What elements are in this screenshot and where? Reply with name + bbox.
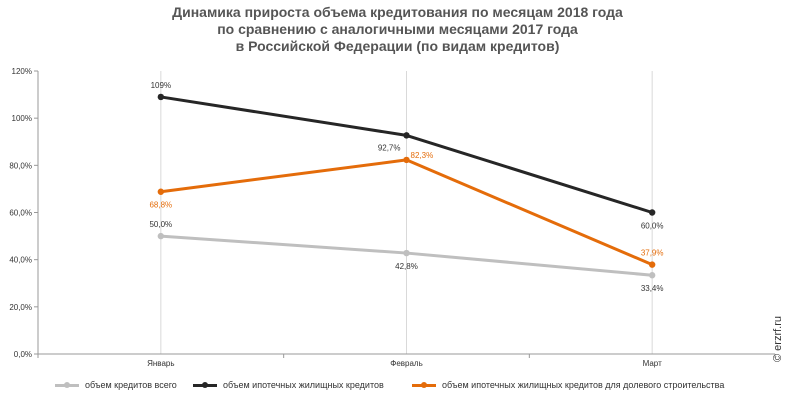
legend-label-mortgage: объем ипотечных жилищных кредитов [223, 380, 384, 390]
data-point-shared_construction [157, 188, 165, 195]
data-label-shared_construction: 37,9% [641, 249, 664, 258]
chart-title: Динамика прироста объема кредитования по… [0, 4, 795, 55]
legend-item-shared-construction: объем ипотечных жилищных кредитов для до… [412, 380, 724, 390]
legend-label-all-loans: объем кредитов всего [85, 380, 177, 390]
data-point-mortgage [648, 209, 656, 216]
x-tick-label: Февраль [390, 359, 423, 368]
y-tick-label: 120% [12, 67, 32, 76]
y-tick-label: 60,0% [9, 209, 32, 218]
legend-marker-mortgage [193, 380, 217, 390]
data-label-all_loans: 42,8% [395, 262, 418, 271]
data-point-shared_construction [648, 261, 656, 268]
legend-marker-all-loans [55, 380, 79, 390]
y-tick-label: 20,0% [9, 303, 32, 312]
legend-item-mortgage: объем ипотечных жилищных кредитов [193, 380, 384, 390]
legend: объем кредитов всего объем ипотечных жил… [0, 380, 795, 396]
data-label-mortgage: 60,0% [641, 222, 664, 231]
legend-label-shared-construction: объем ипотечных жилищных кредитов для до… [442, 380, 725, 390]
data-label-shared_construction: 82,3% [411, 151, 434, 160]
chart-title-line-2: по сравнению с аналогичными месяцами 201… [217, 21, 578, 37]
y-tick-label: 80,0% [9, 161, 32, 170]
data-point-mortgage [157, 93, 165, 101]
data-point-shared_construction [403, 156, 410, 164]
y-tick-label: 40,0% [9, 256, 32, 265]
data-label-shared_construction: 68,8% [149, 201, 172, 210]
data-label-mortgage: 109% [151, 81, 171, 90]
legend-marker-shared-construction [412, 380, 436, 390]
legend-item-all-loans: объем кредитов всего [55, 380, 177, 390]
watermark: © erzrf.ru [772, 316, 784, 362]
data-point-all_loans [403, 249, 410, 257]
y-tick-label: 0,0% [14, 350, 32, 359]
data-label-all_loans: 50,0% [149, 220, 172, 229]
x-tick-label: Январь [147, 359, 174, 368]
data-label-mortgage: 92,7% [378, 143, 401, 152]
data-point-all_loans [157, 232, 165, 240]
data-label-all_loans: 33,4% [641, 284, 664, 293]
x-tick-label: Март [643, 359, 662, 368]
y-tick-label: 100% [12, 114, 32, 123]
data-point-mortgage [403, 132, 410, 139]
data-point-all_loans [648, 272, 656, 279]
chart-title-line-1: Динамика прироста объема кредитования по… [172, 4, 623, 20]
chart-title-line-3: в Российской Федерации (по видам кредито… [235, 38, 560, 54]
